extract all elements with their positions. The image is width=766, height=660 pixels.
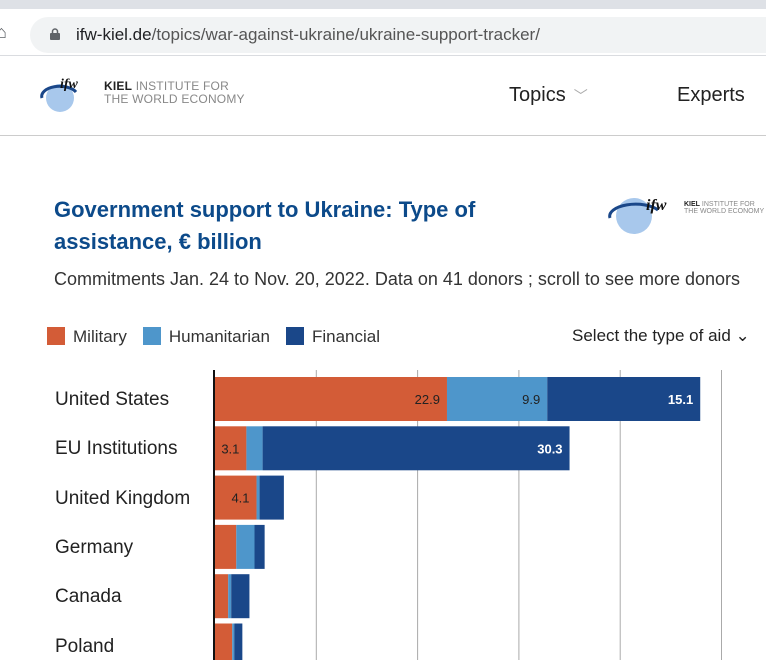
bar-military[interactable] (215, 475, 257, 520)
address-bar[interactable]: ifw-kiel.de/topics/war-against-ukraine/u… (30, 17, 766, 53)
svg-text:ifw: ifw (646, 197, 667, 214)
bar-financial[interactable] (547, 377, 701, 421)
site-header: ifw KIEL INSTITUTE FOR THE WORLD ECONOMY … (0, 56, 766, 136)
legend-humanitarian[interactable]: Humanitarian (142, 327, 270, 347)
chart-legend: Military Humanitarian Financial (47, 327, 380, 347)
category-label: Germany (55, 536, 134, 558)
data-label: 4.1 (231, 491, 249, 506)
bar-humanitarian[interactable] (256, 475, 260, 520)
category-label: Canada (55, 586, 122, 608)
bar-financial[interactable] (231, 574, 250, 619)
svg-text:THE WORLD ECONOMY: THE WORLD ECONOMY (684, 208, 764, 215)
chart-logo: ifw KIEL INSTITUTE FOR THE WORLD ECONOMY (606, 186, 766, 246)
bar-military[interactable] (215, 574, 229, 619)
bar-humanitarian[interactable] (232, 623, 235, 660)
browser-toolbar: ⌂ ifw-kiel.de/topics/war-against-ukraine… (0, 9, 766, 56)
bar-humanitarian[interactable] (228, 574, 232, 619)
category-label: United States (55, 389, 170, 410)
url-text: ifw-kiel.de/topics/war-against-ukraine/u… (76, 25, 540, 44)
bar-military[interactable] (215, 377, 447, 421)
bar-financial[interactable] (262, 426, 570, 471)
bar-military[interactable] (215, 524, 237, 569)
bar-financial[interactable] (234, 623, 243, 660)
bar-military[interactable] (215, 623, 233, 660)
globe-logo-icon: ifw (40, 77, 79, 112)
bar-humanitarian[interactable] (236, 524, 255, 569)
data-label: 15.1 (668, 392, 693, 407)
category-label: Poland (55, 635, 115, 657)
bar-financial[interactable] (259, 475, 284, 520)
bar-humanitarian[interactable] (246, 426, 263, 471)
legend-military[interactable]: Military (47, 327, 127, 347)
home-icon[interactable]: ⌂ (0, 22, 7, 42)
bar-humanitarian[interactable] (446, 377, 548, 421)
chart-subtitle: Commitments Jan. 24 to Nov. 20, 2022. Da… (54, 269, 741, 289)
nav-experts[interactable]: Experts (677, 84, 745, 106)
chevron-down-icon: ﹀ (573, 88, 588, 104)
svg-text:KIEL INSTITUTE FOR: KIEL INSTITUTE FOR (684, 201, 755, 208)
data-label: 30.3 (537, 441, 562, 456)
lock-icon (50, 28, 60, 40)
data-label: 22.9 (415, 392, 440, 407)
aid-type-select[interactable]: Select the type of aid ⌄ (572, 326, 750, 345)
chevron-down-icon: ⌄ (735, 326, 750, 345)
bar-military[interactable] (215, 426, 247, 471)
nav-topics[interactable]: Topics ﹀ (509, 84, 588, 106)
svg-text:ifw: ifw (60, 77, 79, 92)
chart-title: Government support to Ukraine: Type of a… (54, 197, 476, 254)
data-label: 3.1 (221, 441, 239, 456)
site-logo[interactable]: ifw KIEL INSTITUTE FOR THE WORLD ECONOMY (40, 76, 260, 116)
bar-chart: 22.9 9.9 15.1 3.1 30.3 4.1 (213, 370, 722, 660)
bar-financial[interactable] (254, 524, 265, 569)
data-label: 9.9 (522, 392, 540, 407)
logo-text: KIEL INSTITUTE FOR THE WORLD ECONOMY (104, 79, 245, 106)
legend-financial[interactable]: Financial (285, 327, 380, 347)
category-label: United Kingdom (55, 487, 191, 509)
category-label: EU Institutions (55, 438, 178, 460)
browser-tab-strip (0, 0, 766, 9)
